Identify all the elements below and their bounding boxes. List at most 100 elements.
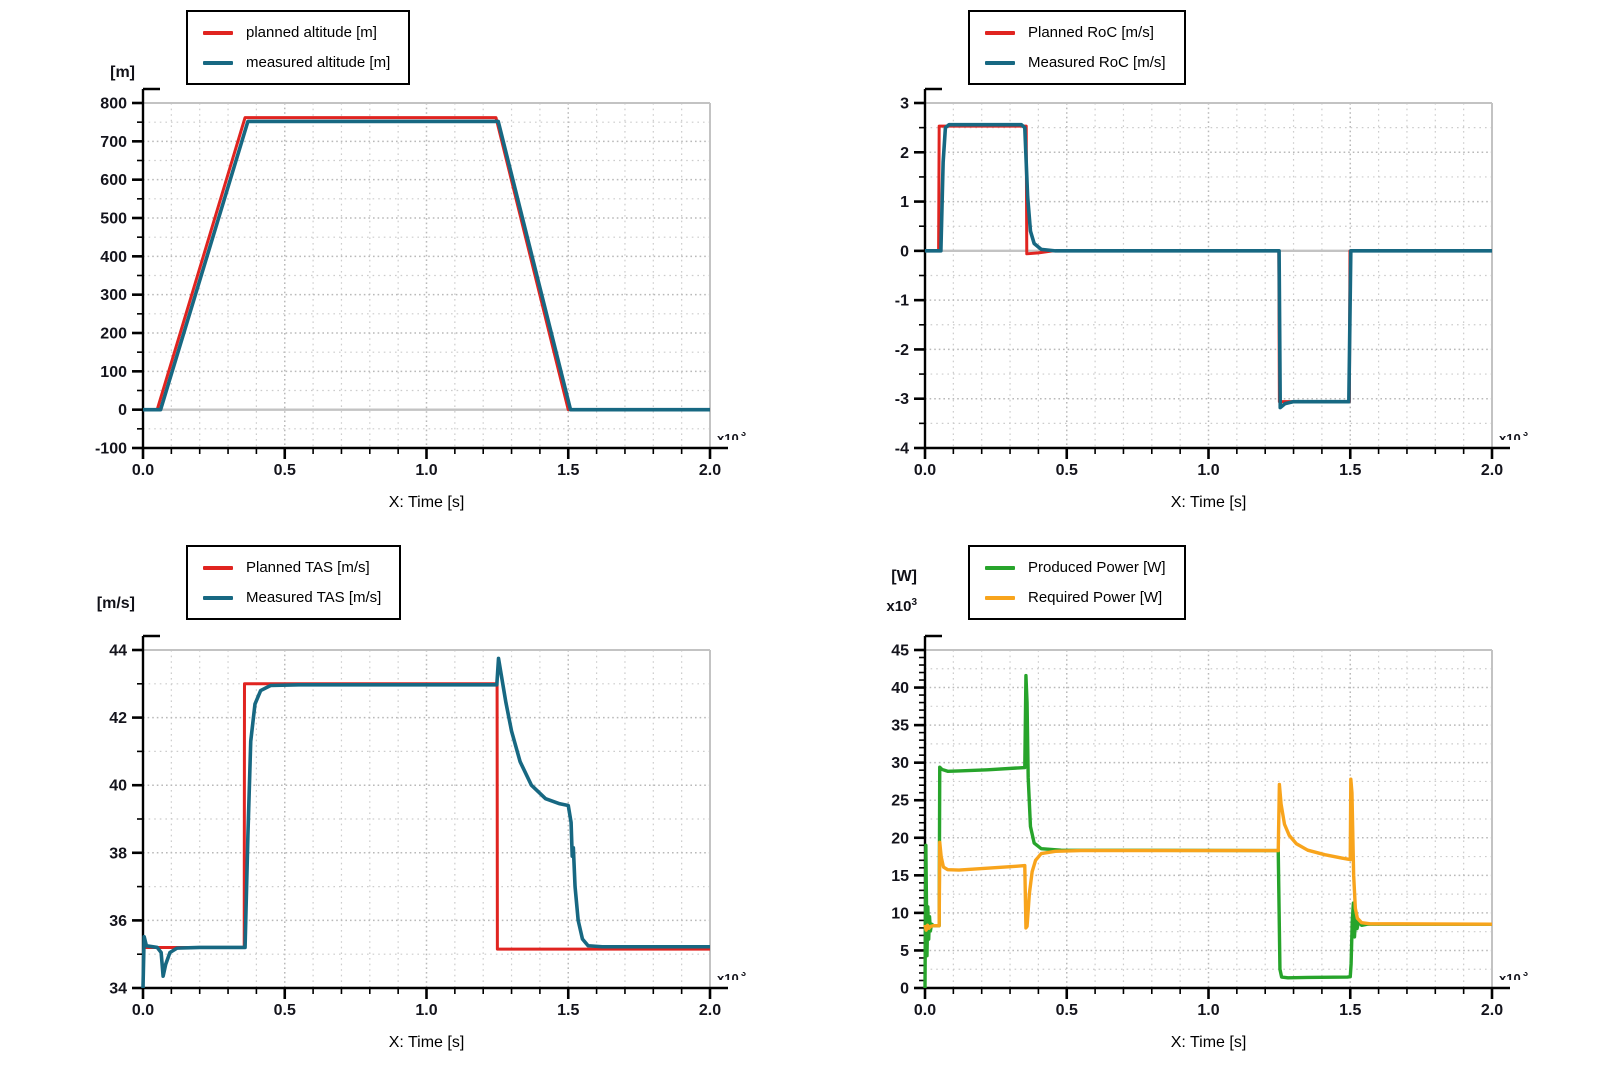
svg-text:0.5: 0.5 (1056, 462, 1078, 479)
svg-text:0.0: 0.0 (132, 462, 154, 479)
legend-item: Planned RoC [m/s] (985, 23, 1166, 42)
x-axis-title: X: Time [s] (388, 494, 465, 511)
svg-text:100: 100 (100, 364, 127, 381)
svg-text:700: 700 (100, 134, 127, 151)
legend-roc: Planned RoC [m/s] Measured RoC [m/s] (968, 10, 1186, 85)
legend-swatch (203, 60, 233, 65)
svg-text:2: 2 (900, 145, 909, 162)
legend-altitude: planned altitude [m] measured altitude [… (186, 10, 411, 85)
legend-tas: Planned TAS [m/s] Measured TAS [m/s] (186, 545, 402, 620)
legend-swatch (985, 60, 1015, 65)
plot-area-altitude: 800 700 600 500 400 300 200 100 0 -100 0.0 0.5 1.0 1.… (95, 87, 746, 479)
svg-text:-2: -2 (895, 342, 909, 359)
svg-text:30: 30 (891, 755, 909, 772)
svg-text:0.0: 0.0 (914, 1002, 936, 1019)
svg-text:1.0: 1.0 (1197, 1002, 1219, 1019)
chart-tas: [m/s] Planned TAS [m/s] Measured TAS [m/… (97, 545, 746, 1051)
svg-text:0: 0 (118, 402, 127, 419)
svg-text:1.0: 1.0 (415, 1002, 437, 1019)
svg-text:36: 36 (109, 913, 127, 930)
plot-area-tas: 44 42 40 38 36 34 0.0 0.5 1.0 1.5 2.0 x10 3 (109, 634, 746, 1019)
svg-text:x10: x10 (717, 971, 739, 986)
svg-text:25: 25 (891, 793, 909, 810)
legend-swatch (203, 595, 233, 600)
svg-text:2.0: 2.0 (699, 462, 721, 479)
legend-swatch (985, 595, 1015, 600)
svg-text:40: 40 (891, 680, 909, 697)
legend-item: planned altitude [m] (203, 23, 390, 42)
x-axis-title: X: Time [s] (388, 1034, 465, 1051)
svg-text:5: 5 (900, 943, 909, 960)
svg-text:0: 0 (900, 981, 909, 998)
chart-power: [W] x103 Produced Power [W] Required Pow… (886, 545, 1528, 1051)
legend-label: Produced Power [W] (1028, 559, 1166, 576)
legend-label: Measured RoC [m/s] (1028, 54, 1166, 71)
y-axis-scale-label: x103 (886, 597, 917, 615)
svg-text:40: 40 (109, 778, 127, 795)
svg-text:38: 38 (109, 845, 127, 862)
svg-text:500: 500 (100, 211, 127, 228)
legend-label: Required Power [W] (1028, 589, 1163, 606)
legend-swatch (985, 565, 1015, 570)
y-axis-unit-label: [m/s] (96, 595, 135, 612)
svg-text:42: 42 (109, 710, 127, 727)
svg-text:3: 3 (741, 968, 746, 978)
svg-text:0.0: 0.0 (132, 1002, 154, 1019)
svg-text:800: 800 (100, 96, 127, 113)
svg-text:10: 10 (891, 905, 909, 922)
svg-text:3: 3 (741, 428, 746, 438)
svg-text:400: 400 (100, 249, 127, 266)
legend-label: Planned RoC [m/s] (1028, 24, 1154, 41)
svg-text:0.5: 0.5 (274, 1002, 296, 1019)
legend-swatch (203, 565, 233, 570)
legend-item: Measured RoC [m/s] (985, 53, 1166, 72)
legend-label: measured altitude [m] (246, 54, 391, 71)
svg-text:300: 300 (100, 287, 127, 304)
y-axis-unit-label: [m] (110, 64, 135, 81)
legend-swatch (985, 30, 1015, 35)
svg-text:15: 15 (891, 868, 909, 885)
legend-label: Measured TAS [m/s] (246, 589, 382, 606)
svg-text:-100: -100 (95, 441, 127, 458)
svg-text:1: 1 (900, 194, 909, 211)
svg-text:1.5: 1.5 (557, 1002, 579, 1019)
plot-area-power: 45 40 35 30 25 20 15 10 5 0 0.0 0.5 1.0 1.5 2.0 x10 3 (891, 634, 1528, 1019)
legend-power: Produced Power [W] Required Power [W] (968, 545, 1186, 620)
svg-text:35: 35 (891, 718, 909, 735)
legend-item: Required Power [W] (985, 588, 1166, 607)
svg-text:-1: -1 (895, 293, 909, 310)
svg-text:0.5: 0.5 (1056, 1002, 1078, 1019)
svg-text:20: 20 (891, 830, 909, 847)
x-axis-title: X: Time [s] (1170, 1034, 1247, 1051)
svg-text:x10: x10 (717, 431, 739, 446)
legend-item: Planned TAS [m/s] (203, 558, 381, 577)
svg-text:-4: -4 (895, 441, 909, 458)
svg-text:600: 600 (100, 172, 127, 189)
svg-text:x10: x10 (1499, 971, 1521, 986)
y-axis-unit-label: [W] (891, 568, 917, 585)
svg-text:45: 45 (891, 643, 909, 660)
svg-text:0.0: 0.0 (914, 462, 936, 479)
svg-text:1.5: 1.5 (557, 462, 579, 479)
legend-item: Produced Power [W] (985, 558, 1166, 577)
legend-label: planned altitude [m] (246, 24, 377, 41)
svg-text:1.0: 1.0 (1197, 462, 1219, 479)
svg-text:1.0: 1.0 (415, 462, 437, 479)
svg-text:x10: x10 (1499, 431, 1521, 446)
svg-text:1.5: 1.5 (1339, 1002, 1361, 1019)
chart-roc: Planned RoC [m/s] Measured RoC [m/s] 3 2 1… (895, 10, 1528, 511)
svg-text:200: 200 (100, 326, 127, 343)
svg-text:2.0: 2.0 (1481, 1002, 1503, 1019)
legend-item: Measured TAS [m/s] (203, 588, 381, 607)
svg-text:1.5: 1.5 (1339, 462, 1361, 479)
chart-altitude: [m] planned altitude [m] measured altitu… (95, 10, 746, 511)
svg-text:3: 3 (1523, 968, 1528, 978)
svg-text:44: 44 (109, 643, 127, 660)
svg-text:2.0: 2.0 (699, 1002, 721, 1019)
svg-text:2.0: 2.0 (1481, 462, 1503, 479)
svg-text:0.5: 0.5 (274, 462, 296, 479)
svg-text:34: 34 (109, 981, 127, 998)
svg-text:3: 3 (1523, 428, 1528, 438)
